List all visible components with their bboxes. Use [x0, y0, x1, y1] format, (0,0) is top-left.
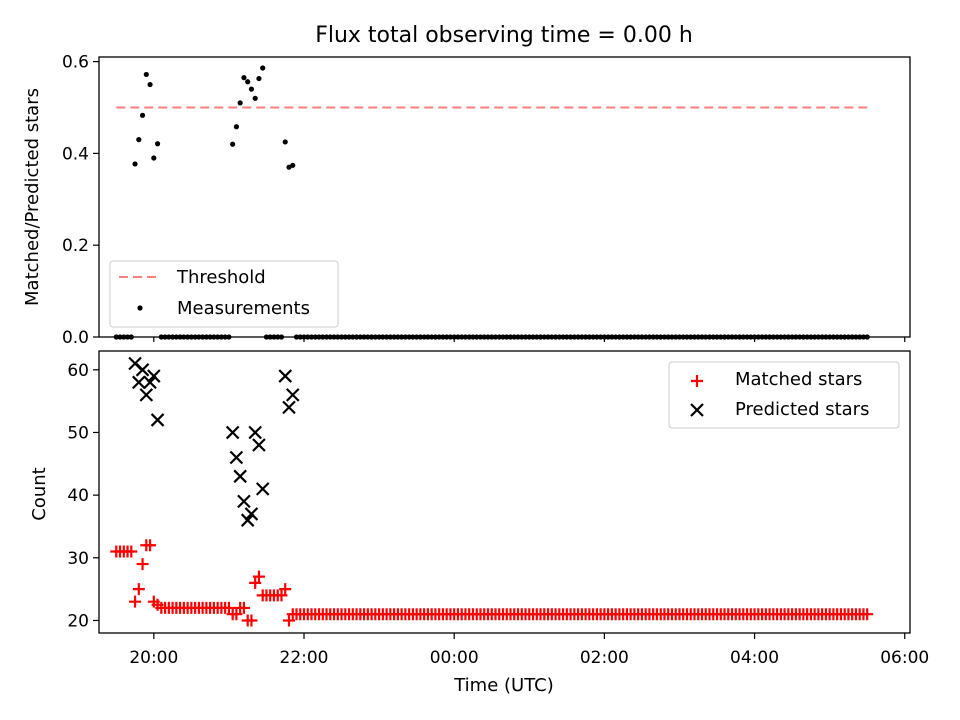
matched-star-point: [279, 583, 292, 596]
top-legend-box: [109, 260, 339, 328]
predicted-star-point: [225, 425, 240, 440]
top-panel: Matched/Predicted stars 0.0 0.2 0.4 0.6 Thr…: [22, 53, 911, 348]
legend-predicted-label: Predicted stars: [735, 399, 869, 420]
bottom-x-ticks: 20:00 22:00 00:00 02:00 04:00 06:00: [129, 633, 929, 668]
matched-star-point: [861, 608, 874, 621]
matched-star-point: [129, 595, 142, 608]
predicted-star-point: [147, 369, 161, 383]
matched-star-point: [282, 614, 295, 627]
measurement-point: [147, 81, 153, 88]
measurement-point: [154, 141, 161, 147]
top-y-tick-label: 0.4: [62, 144, 89, 164]
predicted-star-point: [255, 482, 270, 496]
measurement-point: [132, 161, 138, 167]
bottom-x-tick-label: 04:00: [730, 648, 779, 668]
predicted-star-point: [139, 388, 154, 402]
legend-predicted-swatch: [690, 403, 704, 417]
bottom-y-axis-label: Count: [29, 467, 50, 520]
bottom-y-tick-label: 60: [67, 361, 89, 381]
bottom-panel: Count Time (UTC) 20 30 40 50 60 20:00 22:00 00…: [29, 350, 929, 696]
matched-star-point: [125, 545, 138, 558]
matched-star-point: [237, 601, 250, 614]
measurement-point: [241, 75, 247, 81]
predicted-star-point: [135, 363, 150, 377]
matched-star-point: [230, 608, 243, 621]
matched-star-point: [222, 601, 235, 614]
bottom-legend-box: [668, 361, 900, 429]
predicted-star-point: [282, 400, 296, 415]
legend-measurements-label: Measurements: [177, 298, 310, 319]
legend-matched-swatch: [691, 375, 703, 387]
bottom-x-tick-label: 22:00: [280, 648, 329, 668]
measurement-point: [233, 124, 240, 130]
matched-star-point: [136, 558, 149, 571]
top-y-tick-label: 0.6: [62, 53, 89, 73]
matched-star-point: [245, 614, 258, 627]
bottom-y-tick-label: 50: [67, 423, 89, 443]
chart-title: Flux total observing time = 0.00 h: [315, 23, 693, 48]
predicted-star-point: [132, 375, 146, 390]
bottom-y-tick-label: 20: [67, 611, 89, 631]
predicted-star-point: [244, 507, 259, 521]
predicted-star-point: [240, 513, 255, 527]
predicted-star-point: [278, 369, 293, 383]
measurement-point: [256, 75, 262, 82]
measurement-point: [282, 139, 288, 145]
legend-measurements-swatch: [137, 305, 143, 311]
bottom-x-tick-label: 02:00: [580, 648, 629, 668]
measurement-point: [230, 141, 236, 147]
predicted-star-point: [229, 450, 244, 465]
measurement-point: [245, 79, 251, 85]
matched-stars-points: [110, 539, 874, 627]
bottom-y-ticks: 20 30 40 50 60: [67, 361, 99, 631]
matched-star-point: [132, 583, 145, 596]
matched-star-point: [275, 589, 288, 602]
top-y-tick-label: 0.2: [62, 236, 89, 256]
measurement-point: [136, 137, 142, 143]
top-y-tick-label: 0.0: [62, 328, 89, 348]
bottom-y-tick-label: 30: [67, 549, 89, 569]
bottom-legend: Matched stars Predicted stars: [668, 361, 900, 429]
matched-star-point: [252, 570, 265, 583]
bottom-y-tick-label: 40: [67, 486, 89, 506]
predicted-star-point: [150, 413, 165, 427]
measurement-point: [143, 71, 149, 78]
matched-star-point: [249, 576, 262, 589]
matched-star-point: [144, 539, 157, 552]
measurement-point: [260, 65, 266, 71]
bottom-x-tick-label: 20:00: [129, 648, 178, 668]
top-y-axis-label: Matched/Predicted stars: [22, 88, 43, 306]
predicted-stars-points: [128, 356, 300, 527]
measurement-point: [151, 155, 157, 161]
legend-threshold-label: Threshold: [176, 267, 266, 288]
top-legend: Threshold Measurements: [109, 260, 339, 328]
top-axes-frame: [98, 56, 911, 338]
predicted-star-point: [143, 375, 157, 390]
predicted-star-point: [285, 388, 300, 402]
measurement-point: [139, 112, 146, 118]
legend-matched-label: Matched stars: [735, 369, 862, 390]
predicted-star-point: [248, 425, 262, 440]
top-y-ticks: 0.0 0.2 0.4 0.6: [62, 53, 99, 348]
predicted-star-point: [252, 438, 266, 452]
predicted-star-point: [237, 494, 251, 509]
measurement-point: [290, 162, 296, 168]
measurement-point: [237, 100, 243, 106]
bottom-axes-frame: [98, 350, 911, 634]
measurement-point: [248, 86, 255, 92]
predicted-star-point: [233, 469, 247, 484]
x-axis-label: Time (UTC): [453, 675, 554, 696]
measurement-point: [252, 95, 258, 101]
bottom-x-tick-label: 06:00: [880, 648, 929, 668]
bottom-x-tick-label: 00:00: [430, 648, 479, 668]
